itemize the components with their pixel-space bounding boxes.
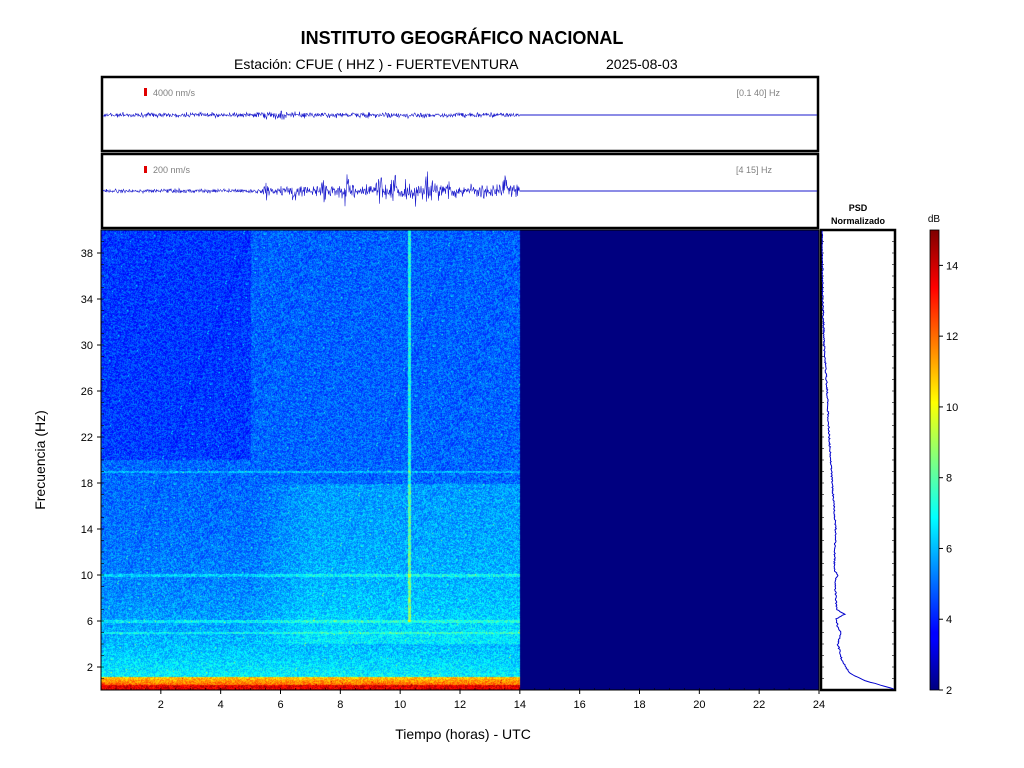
- colorbar-tick-label: 4: [946, 614, 952, 626]
- colorbar-tick-label: 8: [946, 473, 952, 485]
- y-tick-label: 14: [81, 524, 93, 536]
- station-label: Estación: CFUE ( HHZ ) - FUERTEVENTURA: [234, 56, 519, 72]
- spectrogram-panel: 2 4 6 8 10 12 14 16 18 20 22 24 261014182226303438 …: [32, 229, 825, 742]
- colorbar-ticks: 2 4 6 8 10 12 14: [939, 260, 958, 697]
- colorbar-tick-label: 12: [946, 331, 958, 343]
- x-axis: 2 4 6 8 10 12 14 16 18 20 22 24: [100, 688, 825, 711]
- y-tick-label: 6: [87, 616, 93, 628]
- spectrogram-image: [101, 230, 819, 690]
- scale-bar-marker: [144, 88, 147, 96]
- trace-waveform: [102, 110, 520, 120]
- y-tick-label: 18: [81, 478, 93, 490]
- seismogram-filtered-trace: [102, 171, 817, 207]
- x-tick-label: 18: [633, 699, 645, 711]
- colorbar-tick-label: 2: [946, 685, 952, 697]
- seismogram-filtered-panel: 200 nm/s [4 15] Hz: [100, 152, 820, 230]
- band-label: [4 15] Hz: [736, 165, 773, 175]
- x-tick-label: 20: [693, 699, 705, 711]
- colorbar-gradient: [929, 229, 940, 691]
- x-tick-label: 16: [574, 699, 586, 711]
- psd-curve: [821, 230, 894, 690]
- colorbar: dB 2 4 6 8 10 12 14: [928, 214, 958, 697]
- x-tick-label: 24: [813, 699, 825, 711]
- scale-label: 200 nm/s: [153, 165, 191, 175]
- x-tick-label: 10: [394, 699, 406, 711]
- band-label: [0.1 40] Hz: [736, 88, 780, 98]
- colorbar-unit-label: dB: [928, 214, 941, 225]
- y-tick-label: 2: [87, 662, 93, 674]
- colorbar-tick-label: 14: [946, 260, 958, 272]
- y-tick-label: 22: [81, 432, 93, 444]
- psd-ticks: [821, 229, 895, 691]
- colorbar-tick-label: 10: [946, 402, 958, 414]
- x-tick-label: 4: [218, 699, 224, 711]
- scale-label: 4000 nm/s: [153, 88, 196, 98]
- psd-title-line2: Normalizado: [831, 216, 886, 226]
- y-tick-label: 30: [81, 340, 93, 352]
- trace-waveform: [102, 171, 520, 207]
- x-tick-label: 14: [514, 699, 526, 711]
- y-tick-label: 26: [81, 386, 93, 398]
- x-tick-label: 8: [337, 699, 343, 711]
- psd-title-line1: PSD: [849, 203, 868, 213]
- x-tick-label: 22: [753, 699, 765, 711]
- x-tick-label: 2: [158, 699, 164, 711]
- seismogram-broadband-trace: [102, 110, 817, 120]
- y-tick-label: 10: [81, 570, 93, 582]
- colorbar-tick-label: 6: [946, 543, 952, 555]
- figure-title: INSTITUTO GEOGRÁFICO NACIONAL: [300, 28, 624, 48]
- x-axis-label: Tiempo (horas) - UTC: [395, 726, 531, 742]
- y-tick-label: 34: [81, 294, 93, 306]
- y-axis-label: Frecuencia (Hz): [32, 410, 48, 510]
- seismogram-broadband-panel: 4000 nm/s [0.1 40] Hz: [100, 75, 820, 153]
- date-label: 2025-08-03: [606, 56, 678, 72]
- scale-bar-marker: [144, 166, 147, 173]
- x-tick-label: 12: [454, 699, 466, 711]
- psd-panel: PSD Normalizado: [819, 203, 897, 692]
- x-tick-label: 6: [277, 699, 283, 711]
- y-tick-label: 38: [81, 248, 93, 260]
